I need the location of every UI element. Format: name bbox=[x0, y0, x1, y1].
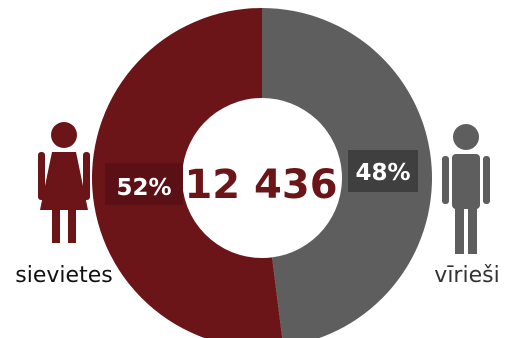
male-percent-box bbox=[348, 150, 418, 192]
donut-slices bbox=[91, 8, 432, 338]
donut-slice-sievietes bbox=[91, 8, 283, 338]
donut-slice-virieshi bbox=[262, 8, 432, 338]
female-person-icon bbox=[38, 122, 90, 243]
female-category-label: sievietes bbox=[15, 263, 112, 288]
male-category-label: vīrieši bbox=[434, 263, 499, 288]
male-percent-label: 48% bbox=[355, 160, 410, 186]
female-percent-label: 52% bbox=[116, 175, 171, 201]
female-percent-box bbox=[105, 163, 183, 205]
total-value: 12 436 bbox=[184, 162, 337, 208]
male-person-icon bbox=[442, 124, 490, 254]
